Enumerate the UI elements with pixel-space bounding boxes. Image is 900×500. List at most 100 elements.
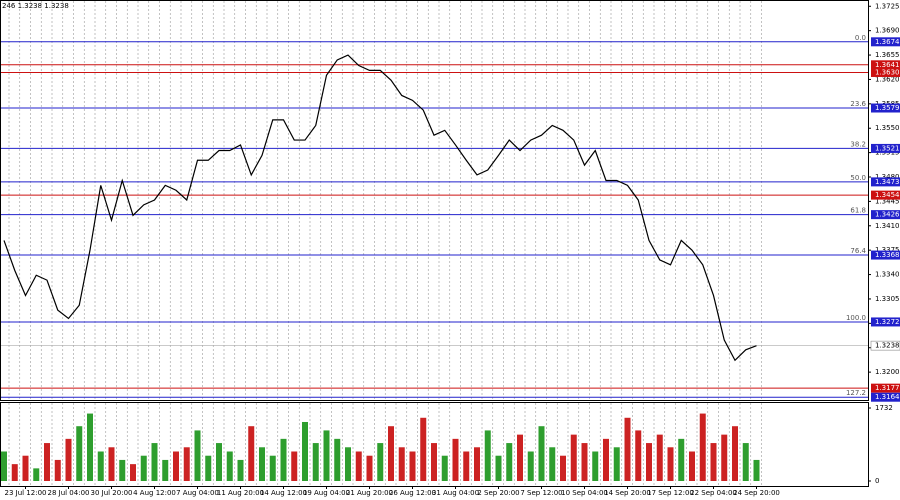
volume-bar [130, 464, 136, 481]
level-price-label: 1.3521 [875, 144, 900, 152]
level-price-label: 1.3579 [875, 104, 900, 112]
y-tick-label: 1.3340 [875, 271, 900, 279]
x-tick-label: 4 Aug 12:00 [133, 489, 176, 497]
level-price-box [871, 210, 900, 220]
volume-bar [409, 451, 416, 481]
volume-bar [33, 468, 40, 481]
y-tick-label: 1.3550 [875, 124, 900, 132]
volume-bar [366, 455, 373, 481]
y-tick-label: 1.3655 [875, 51, 900, 59]
y-tick-label: 1.3445 [875, 197, 900, 205]
volume-bar [151, 443, 158, 481]
price-line [3, 54, 757, 362]
x-tick-label: 11 Aug 20:00 [217, 489, 264, 497]
level-price-box [871, 37, 900, 47]
level-price-box [871, 103, 900, 113]
y-tick-label: 1.3620 [875, 75, 900, 83]
volume-bar [44, 443, 50, 481]
volume-bar [742, 443, 749, 481]
volume-bar [323, 430, 330, 481]
level-price-label: 1.3272 [875, 318, 900, 326]
fib-label: 61.8 [850, 207, 866, 215]
volume-bar [248, 426, 255, 481]
y-tick-label: 1.3480 [875, 173, 900, 181]
level-price-label: 1.3454 [875, 191, 900, 199]
volume-bar [452, 438, 459, 481]
volume-bar [54, 459, 61, 481]
volume-bar [560, 455, 566, 481]
level-price-box [871, 177, 900, 187]
x-tick-label: 30 Jul 20:00 [91, 489, 133, 497]
volume-bar [237, 459, 244, 481]
volume-bar [420, 417, 427, 481]
level-price-label: 1.3674 [875, 38, 900, 46]
fib-label: 127.2 [846, 389, 866, 397]
volume-bar [162, 459, 169, 481]
volume-bar [280, 438, 287, 481]
volume-bar [22, 455, 29, 481]
volume-panel [0, 402, 869, 487]
volume-bar [312, 443, 319, 481]
y-tick-label: 1.3725 [875, 2, 900, 10]
volume-bar [656, 434, 663, 481]
level-price-label: 1.3177 [875, 384, 900, 392]
volume-bar [495, 455, 502, 481]
volume-bar [377, 443, 384, 481]
level-price-box [871, 190, 900, 200]
volume-bar [484, 430, 491, 481]
volume-bar [603, 438, 609, 481]
volume-bar [194, 430, 201, 481]
x-tick-label: 7 Sep 12:00 [520, 489, 562, 497]
x-tick-label: 23 Jul 12:00 [5, 489, 47, 497]
fib-label: 38.2 [850, 140, 866, 148]
x-tick-label: 2 Sep 20:00 [477, 489, 519, 497]
current-price-box [870, 340, 900, 351]
volume-bar [699, 413, 706, 481]
x-tick-label: 26 Aug 12:00 [389, 489, 436, 497]
y-tick-label: 1.3305 [875, 295, 900, 303]
fib-label: 0.0 [855, 34, 866, 42]
volume-bar [667, 447, 674, 481]
volume-bar [624, 417, 631, 481]
x-tick-label: 14 Sep 20:00 [604, 489, 651, 497]
level-price-box [871, 383, 900, 393]
level-price-box [871, 60, 900, 70]
level-price-box [871, 392, 900, 402]
volume-bar [291, 451, 298, 481]
volume-bar [388, 426, 394, 481]
volume-bar [732, 426, 738, 481]
fib-label: 100.0 [846, 314, 866, 322]
x-tick-label: 17 Sep 12:00 [647, 489, 694, 497]
volume-bar [581, 443, 588, 481]
volume-bar [721, 434, 728, 481]
volume-bar [269, 455, 276, 481]
volume-bar [11, 464, 18, 481]
volume-bar [355, 451, 362, 481]
x-tick-label: 31 Aug 04:00 [432, 489, 479, 497]
price-panel [0, 0, 869, 401]
volume-bar [398, 447, 405, 481]
volume-bar [140, 455, 147, 481]
volume-bar [87, 413, 93, 481]
volume-bar [345, 447, 351, 481]
volume-bar [431, 443, 437, 481]
x-tick-label: 28 Jul 04:00 [48, 489, 90, 497]
volume-bar [183, 447, 190, 481]
level-price-box [871, 250, 900, 260]
volume-bar [570, 434, 577, 481]
volume-bar [538, 426, 545, 481]
header: 246 1.3238 1.3238 [2, 2, 69, 10]
volume-bar [527, 451, 534, 481]
volume-bar [1, 451, 7, 481]
fib-label: 76.4 [850, 247, 866, 255]
level-price-label: 1.3426 [875, 211, 900, 219]
level-price-label: 1.3630 [875, 68, 900, 76]
x-tick-label: 21 Aug 20:00 [346, 489, 393, 497]
volume-tick-label: 0 [875, 477, 879, 485]
volume-bar [259, 447, 265, 481]
level-price-label: 1.3368 [875, 251, 900, 259]
volume-bar [506, 443, 513, 481]
x-tick-label: 19 Aug 04:00 [303, 489, 350, 497]
